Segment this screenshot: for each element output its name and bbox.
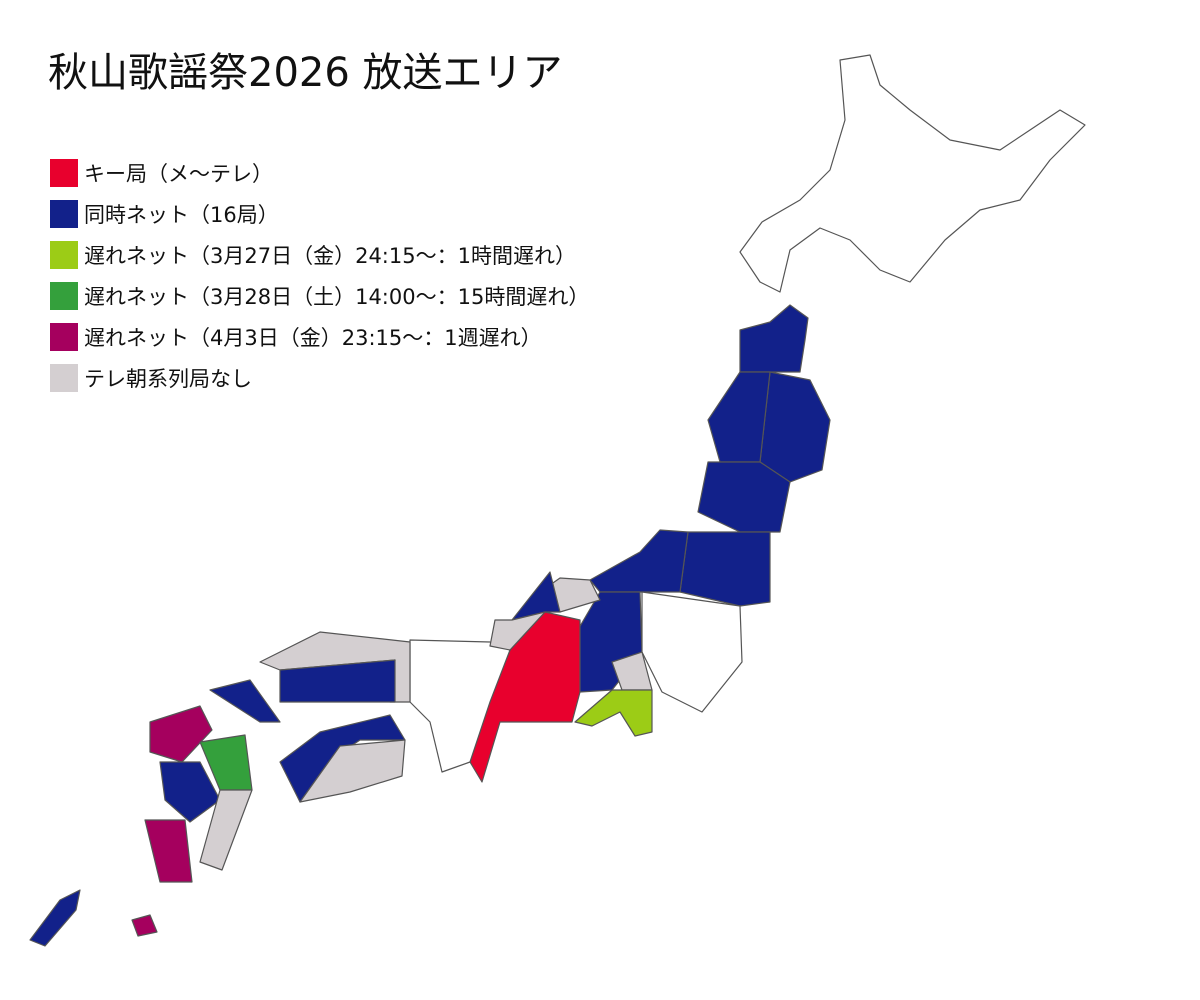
legend-label: 遅れネット（3月28日（土）14:00〜：15時間遅れ） bbox=[84, 284, 590, 309]
legend-label: 遅れネット（4月3日（金）23:15〜：1週遅れ） bbox=[84, 325, 542, 350]
map-area-category-1 bbox=[697, 461, 791, 533]
legend-item-no-affiliate: テレ朝系列局なし bbox=[50, 357, 589, 398]
map-area-category-1 bbox=[29, 889, 81, 947]
legend-swatch bbox=[50, 240, 78, 269]
map-area-category-5 bbox=[299, 739, 406, 803]
map-title: 秋山歌謡祭2026 放送エリア bbox=[48, 50, 563, 96]
map-area-category-1 bbox=[679, 531, 771, 607]
legend-swatch bbox=[50, 322, 78, 351]
legend-swatch bbox=[50, 281, 78, 310]
legend: キー局（メ〜テレ） 同時ネット（16局） 遅れネット（3月27日（金）24:15… bbox=[50, 152, 589, 398]
map-area-category-1 bbox=[159, 761, 221, 823]
map-area-category-5 bbox=[199, 789, 253, 871]
legend-label: 同時ネット（16局） bbox=[84, 202, 279, 227]
map-area-category-5 bbox=[489, 611, 546, 651]
map-area-category-4 bbox=[144, 819, 193, 883]
legend-item-simulcast: 同時ネット（16局） bbox=[50, 193, 589, 234]
legend-swatch bbox=[50, 158, 78, 187]
legend-label: 遅れネット（3月27日（金）24:15〜：1時間遅れ） bbox=[84, 243, 576, 268]
legend-label: キー局（メ〜テレ） bbox=[84, 161, 273, 186]
legend-item-delay-15h: 遅れネット（3月28日（土）14:00〜：15時間遅れ） bbox=[50, 275, 589, 316]
legend-swatch bbox=[50, 199, 78, 228]
map-area-category-2 bbox=[574, 689, 653, 737]
map-area-category-1 bbox=[707, 371, 771, 463]
legend-item-delay-1h: 遅れネット（3月27日（金）24:15〜：1時間遅れ） bbox=[50, 234, 589, 275]
map-area-category-4 bbox=[149, 705, 213, 763]
legend-item-key-station: キー局（メ〜テレ） bbox=[50, 152, 589, 193]
map-area-category-1 bbox=[589, 529, 689, 593]
legend-swatch bbox=[50, 363, 78, 392]
map-area-not-covered bbox=[739, 54, 1086, 293]
legend-item-delay-1w: 遅れネット（4月3日（金）23:15〜：1週遅れ） bbox=[50, 316, 589, 357]
map-area-category-4 bbox=[131, 914, 158, 937]
map-area-category-1 bbox=[209, 679, 281, 723]
map-area-category-1 bbox=[279, 659, 396, 703]
map-area-category-1 bbox=[739, 304, 809, 373]
map-area-category-1 bbox=[511, 571, 561, 621]
legend-label: テレ朝系列局なし bbox=[84, 366, 252, 391]
map-area-category-1 bbox=[759, 371, 831, 483]
map-area-not-covered bbox=[641, 591, 743, 713]
